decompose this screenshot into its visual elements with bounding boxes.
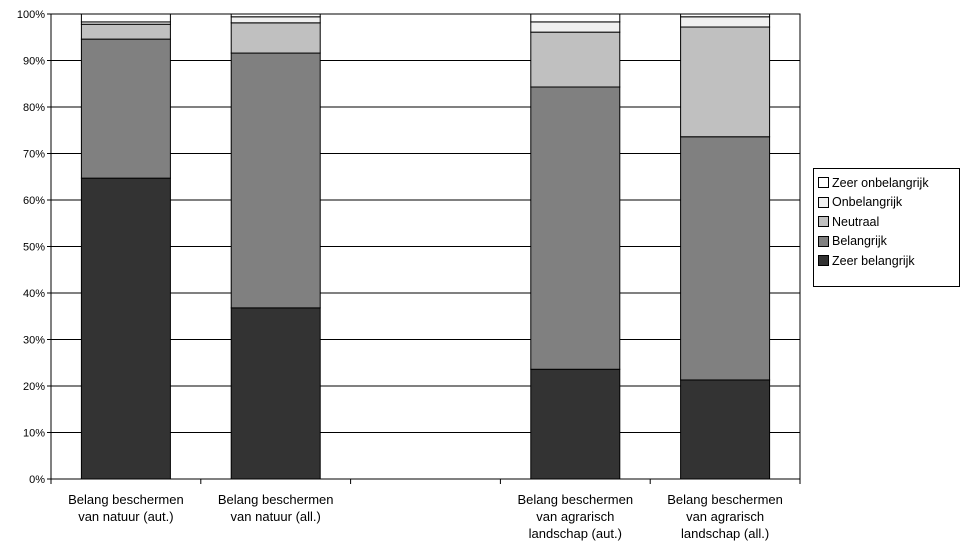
legend-swatch [818,177,829,189]
legend-item: Belangrijk [818,232,959,252]
legend-swatch [818,196,829,208]
bar-segment [80,23,171,40]
legend-label: Onbelangrijk [832,195,903,210]
legend-label: Neutraal [832,214,880,229]
legend-label: Belangrijk [832,234,887,249]
bar-segment [80,13,171,23]
y-tick-label: 50% [23,242,45,254]
y-tick-label: 80% [23,102,45,114]
bar-segment [680,26,771,138]
legend-item: Neutraal [818,212,959,232]
legend-swatch [818,235,829,247]
bar-segment [530,21,621,33]
bar-segment [230,307,321,480]
legend-label: Zeer onbelangrijk [832,175,929,190]
legend-item: Onbelangrijk [818,193,959,213]
y-tick-label: 10% [23,428,45,440]
bar-segment [680,16,771,28]
bar-segment [530,368,621,480]
legend-item: Zeer onbelangrijk [818,173,959,193]
bar-segment [230,22,321,54]
y-tick-label: 100% [17,9,45,21]
legend: Zeer onbelangrijk Onbelangrijk Neutraal Bel… [813,168,960,287]
bar-segment [80,177,171,480]
y-tick-label: 90% [23,56,45,68]
axes [50,13,801,484]
bar-segment [530,31,621,88]
bars [80,13,771,480]
legend-swatch [818,255,829,267]
bar-segment [80,38,171,179]
bar-segment [230,52,321,309]
gridlines [47,13,800,480]
x-category-label: Belang beschermen van agrarisch landschap … [667,492,783,541]
legend-swatch [818,216,829,228]
y-tick-label: 70% [23,149,45,161]
legend-item: Zeer belangrijk [818,251,959,271]
bar-segment [680,379,771,480]
bar-segment [530,13,621,23]
x-category-label: Belang beschermen van natuur (aut.) [68,492,184,524]
y-tick-label: 40% [23,288,45,300]
plot-area-border [50,13,801,480]
y-tick-label: 0% [29,474,45,486]
bar-segment [680,136,771,381]
y-tick-label: 60% [23,195,45,207]
x-category-label: Belang beschermen van natuur (all.) [218,492,334,524]
y-tick-label: 30% [23,335,45,347]
y-tick-label: 20% [23,381,45,393]
x-category-label: Belang beschermen van agrarisch landschap … [517,492,633,541]
bar-segment [230,16,321,24]
y-tick-labels: 0% 10% 20% 30% 40% 50% 60% 70% 80% 90% 100% [17,9,45,486]
legend-label: Zeer belangrijk [832,253,915,268]
x-category-labels: Belang beschermen van natuur (aut.) Belang… [68,492,783,541]
bar-segment [530,86,621,370]
